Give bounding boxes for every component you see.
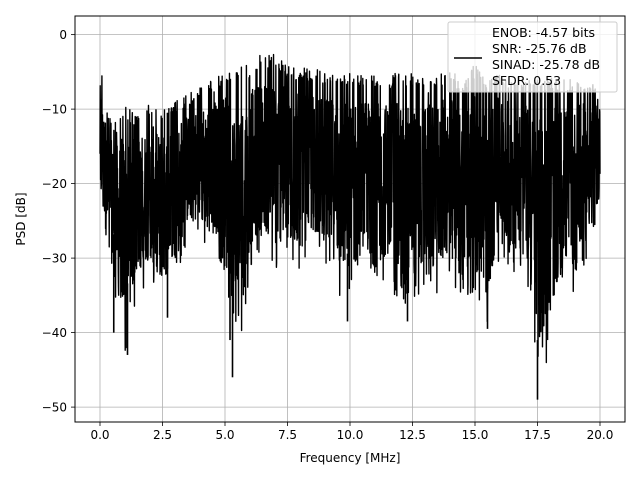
y-axis-label: PSD [dB] (14, 192, 28, 245)
x-tick-label: 10.0 (337, 428, 364, 442)
x-tick-label: 5.0 (215, 428, 234, 442)
y-axis: 0 −10 −20 −30 −40 −50 (42, 28, 75, 415)
psd-series-line (99, 53, 601, 364)
x-tick-label: 12.5 (399, 428, 426, 442)
legend-text-enob: ENOB: -4.57 bits (492, 25, 595, 40)
series-layer (99, 53, 601, 400)
legend: ENOB: -4.57 bits SNR: -25.76 dB SINAD: -… (447, 21, 618, 93)
y-tick-label: −40 (42, 326, 67, 340)
legend-text-sinad: SINAD: -25.78 dB (492, 57, 600, 72)
x-axis: 0.0 2.5 5.0 7.5 10.0 12.5 15.0 17.5 20.0 (90, 422, 613, 442)
legend-text-snr: SNR: -25.76 dB (492, 41, 587, 56)
y-tick-label: 0 (59, 28, 67, 42)
x-tick-label: 15.0 (462, 428, 489, 442)
x-tick-label: 17.5 (524, 428, 551, 442)
x-tick-label: 7.5 (278, 428, 297, 442)
x-tick-label: 0.0 (90, 428, 109, 442)
legend-box (447, 21, 618, 93)
y-tick-label: −30 (42, 252, 67, 266)
x-tick-label: 2.5 (153, 428, 172, 442)
y-tick-label: −20 (42, 177, 67, 191)
legend-text-sfdr: SFDR: 0.53 (492, 73, 561, 88)
x-axis-label: Frequency [MHz] (300, 451, 401, 465)
y-tick-label: −10 (42, 103, 67, 117)
y-tick-label: −50 (42, 401, 67, 415)
x-tick-label: 20.0 (587, 428, 614, 442)
